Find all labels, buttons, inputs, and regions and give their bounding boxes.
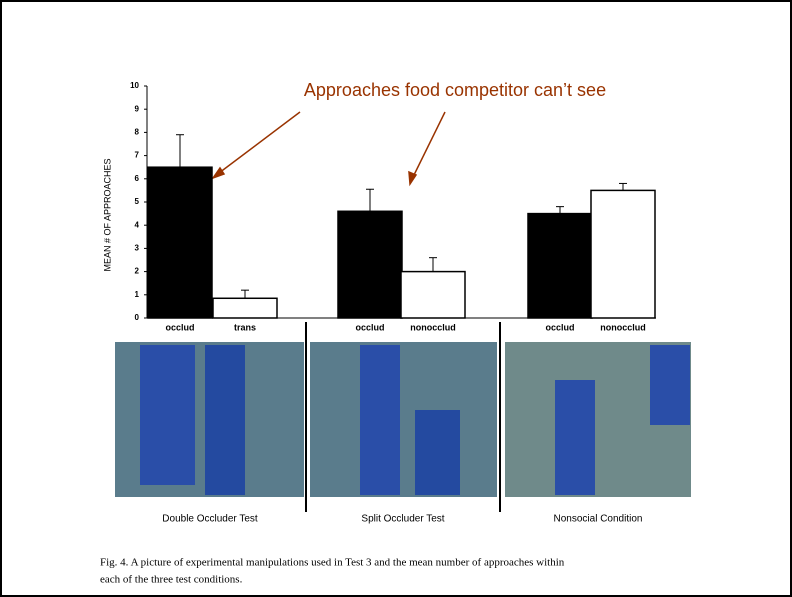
bar: [212, 297, 278, 319]
bar: [400, 270, 466, 319]
group-label: Split Occluder Test: [361, 514, 444, 525]
y-tick-label: 7: [135, 151, 140, 160]
arrows: [211, 111, 446, 187]
bar: [590, 189, 656, 319]
y-axis-label: MEAN # OF APPROACHES: [102, 158, 112, 271]
bar: [527, 212, 593, 319]
x-tick-label: occlud: [355, 322, 384, 332]
x-tick-label: occlud: [545, 322, 574, 332]
x-tick-label: nonocclud: [410, 322, 456, 332]
y-tick-label: 4: [135, 220, 140, 229]
y-tick-label: 1: [135, 290, 140, 299]
y-tick-label: 8: [135, 128, 140, 137]
bar: [147, 166, 213, 319]
caption: each of the three test conditions.: [100, 574, 243, 586]
y-tick-label: 10: [130, 81, 139, 90]
group-label: Double Occluder Test: [162, 514, 258, 525]
y-tick-label: 3: [135, 244, 140, 253]
photos: [115, 342, 691, 497]
y-tick-label: 6: [135, 174, 140, 183]
x-tick-label: nonocclud: [600, 322, 646, 332]
y-tick-label: 0: [135, 313, 140, 322]
y-tick-label: 9: [135, 104, 140, 113]
y-tick-label: 2: [135, 267, 140, 276]
bar: [337, 210, 403, 319]
y-tick-label: 5: [135, 197, 140, 206]
x-tick-label: trans: [234, 322, 256, 332]
group-label: Nonsocial Condition: [554, 514, 643, 525]
x-tick-label: occlud: [165, 322, 194, 332]
annotation: Approaches food competitor can’t see: [304, 80, 606, 100]
caption: Fig. 4. A picture of experimental manipu…: [100, 557, 565, 569]
